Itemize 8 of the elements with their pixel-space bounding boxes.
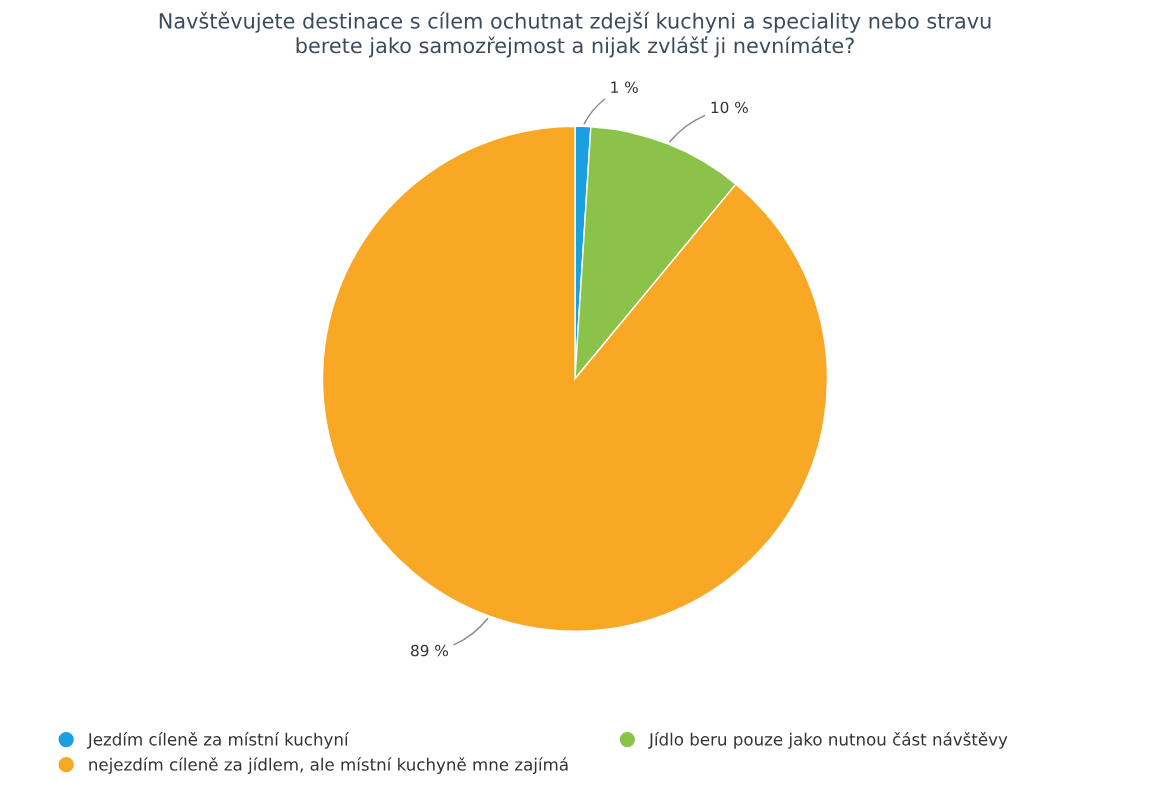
data-label: 10 % [711,101,748,114]
legend-label: Jídlo beru pouze jako nutnou část návštěvy [648,732,1008,749]
chart-title: Navštěvujete destinace s cílem ochutnat zdejší kuchyni a speciality nebo stravu berete jako samozřejmost a nijak zvlášť ji nevnímáte? [159,11,991,58]
pie-slice [321,125,829,632]
legend-label: nejezdím cíleně za jídlem, ale místní kuchyně mne zajímá [89,757,568,774]
legend-label: Jezdím cíleně za místní kuchyní [86,732,350,749]
data-label: 1 % [611,81,638,93]
data-label: 89 % [411,644,448,657]
